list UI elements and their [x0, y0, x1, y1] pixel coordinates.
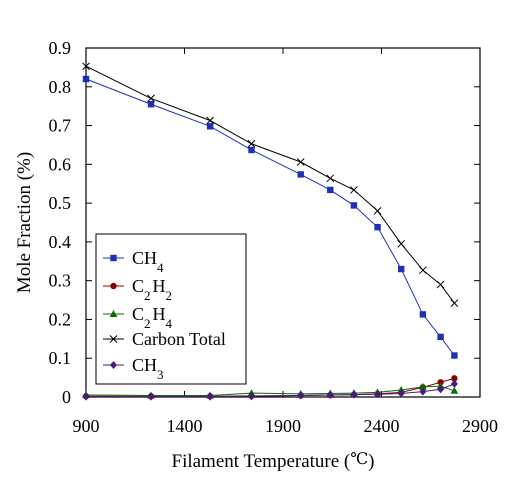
legend-label-ch4: CH4 — [132, 248, 164, 275]
x-marker-stroke — [326, 174, 335, 183]
x-marker-stroke — [247, 139, 256, 148]
x-axis-title-text: Filament Temperature ( — [172, 451, 351, 472]
data-point-carbon-total — [326, 174, 335, 183]
data-point-ch4 — [297, 171, 304, 178]
legend-label-c2h4: C2 H4 — [132, 304, 173, 331]
x-marker-stroke — [109, 335, 118, 343]
x-marker-stroke — [373, 207, 382, 215]
data-point-ch4 — [451, 352, 458, 359]
data-point-carbon-total — [296, 158, 305, 166]
y-axis-title: Mole Fraction (%) — [14, 152, 35, 293]
data-point-carbon-total — [419, 266, 427, 275]
y-tick-label: 0.7 — [49, 116, 72, 136]
data-point-ch3 — [397, 389, 405, 398]
y-tick-label: 0.4 — [49, 232, 72, 252]
legend-box — [95, 233, 247, 385]
data-point-ch4 — [398, 265, 405, 273]
data-point-ch3 — [297, 391, 305, 400]
data-point-ch4 — [147, 101, 155, 108]
x-marker-stroke — [82, 62, 90, 71]
legend-label-ch3: CH3 — [132, 355, 164, 382]
legend-marker-ch3 — [110, 361, 117, 369]
y-tick-label: 0.1 — [49, 348, 72, 368]
data-point-carbon-total — [206, 116, 214, 125]
legend-marker-ch4 — [110, 254, 117, 262]
data-point-ch3 — [326, 391, 334, 400]
data-point-carbon-total — [350, 186, 358, 194]
data-point-ch3 — [374, 390, 382, 399]
data-point-carbon-total — [373, 207, 382, 215]
x-tick-label: 2400 — [364, 416, 400, 436]
data-point-carbon-total — [397, 239, 406, 248]
series-line-ch4 — [85, 78, 455, 356]
y-tick-label: 0.3 — [49, 271, 72, 291]
x-axis-title: Filament Temperature (℃) — [172, 451, 375, 472]
data-point-carbon-total — [450, 299, 459, 308]
data-point-ch4 — [248, 146, 255, 154]
x-axis-title-close: ) — [368, 451, 374, 472]
x-marker-stroke — [397, 239, 406, 248]
y-tick-label: 0.5 — [49, 193, 72, 213]
x-axis-unit: ℃ — [350, 451, 368, 468]
data-point-ch4 — [206, 123, 214, 130]
x-marker-stroke — [147, 94, 155, 103]
data-point-ch3 — [247, 392, 255, 401]
data-point-ch3 — [350, 390, 358, 399]
axes: 900 1400 1900 2400 2900 0 0.1 0.2 0.3 0.4 0.5 0.6 0.… — [49, 38, 499, 436]
data-point-ch3 — [437, 385, 445, 394]
x-tick-label: 900 — [73, 416, 100, 436]
x-marker-stroke — [436, 280, 445, 289]
data-point-ch4 — [374, 223, 381, 231]
y-tick-label: 0 — [62, 387, 71, 407]
y-tick-label: 0.2 — [49, 309, 72, 329]
data-point-c2h2 — [451, 375, 458, 382]
data-point-ch4 — [419, 311, 427, 318]
series-ch4 — [82, 75, 458, 359]
legend-label-c2h2: C2 H2 — [132, 276, 172, 303]
legend-marker-c2h4 — [109, 310, 118, 317]
x-marker-stroke — [206, 116, 214, 125]
y-tick-label: 0.9 — [49, 38, 72, 58]
x-marker-stroke — [296, 158, 305, 166]
data-point-carbon-total — [147, 94, 155, 103]
data-point-ch3 — [147, 392, 155, 401]
series-line-c2h4 — [85, 385, 455, 396]
data-point-ch4 — [437, 333, 444, 341]
data-point-ch3 — [450, 379, 458, 388]
x-marker-stroke — [450, 299, 459, 308]
data-point-ch4 — [327, 186, 334, 194]
data-point-ch4 — [350, 202, 358, 209]
x-marker-stroke — [350, 186, 358, 194]
data-point-ch3 — [82, 392, 90, 401]
legend-label-carbon-total: Carbon Total — [132, 329, 226, 349]
legend-marker-carbon-total — [109, 335, 118, 343]
data-point-ch3 — [419, 387, 427, 396]
y-tick-label: 0.8 — [49, 77, 72, 97]
x-marker-stroke — [419, 266, 427, 275]
data-point-c2h4 — [419, 382, 427, 390]
x-tick-label: 1900 — [265, 416, 301, 436]
data-point-carbon-total — [436, 280, 445, 289]
data-point-c2h4 — [450, 386, 459, 394]
legend-marker-c2h2 — [110, 282, 117, 290]
data-point-ch3 — [206, 392, 214, 401]
data-point-ch4 — [82, 75, 90, 83]
data-point-carbon-total — [247, 139, 256, 148]
data-point-carbon-total — [82, 62, 90, 71]
series-carbon-total — [82, 62, 459, 308]
series-layer — [82, 62, 459, 401]
y-tick-label: 0.6 — [49, 154, 72, 174]
x-tick-label: 1400 — [167, 416, 203, 436]
series-ch3 — [82, 379, 458, 401]
x-tick-label: 2900 — [462, 416, 498, 436]
